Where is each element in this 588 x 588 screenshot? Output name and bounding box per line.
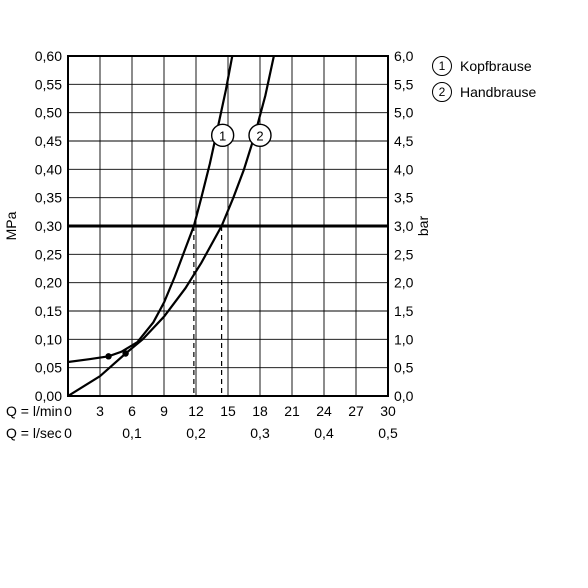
svg-text:0,00: 0,00 [35, 388, 62, 404]
legend-label-2: Handbrause [460, 84, 536, 100]
svg-text:6: 6 [128, 403, 136, 419]
svg-text:15: 15 [220, 403, 236, 419]
svg-text:0,0: 0,0 [394, 388, 414, 404]
svg-text:0,4: 0,4 [314, 425, 334, 441]
legend-item-1: 1 Kopfbrause [432, 56, 536, 76]
legend-item-2: 2 Handbrause [432, 82, 536, 102]
legend: 1 Kopfbrause 2 Handbrause [432, 56, 536, 108]
svg-text:0,60: 0,60 [35, 48, 62, 64]
svg-text:0,25: 0,25 [35, 246, 62, 262]
svg-text:0,45: 0,45 [35, 133, 62, 149]
svg-text:2,0: 2,0 [394, 275, 414, 291]
svg-text:0,50: 0,50 [35, 105, 62, 121]
svg-text:Q = l/min: Q = l/min [6, 403, 62, 419]
svg-text:0,15: 0,15 [35, 303, 62, 319]
svg-text:Q = l/sec: Q = l/sec [6, 425, 62, 441]
svg-text:27: 27 [348, 403, 364, 419]
svg-text:5,0: 5,0 [394, 105, 414, 121]
svg-text:9: 9 [160, 403, 168, 419]
legend-marker-2: 2 [432, 82, 452, 102]
svg-text:0,40: 0,40 [35, 161, 62, 177]
svg-text:12: 12 [188, 403, 204, 419]
svg-text:0,5: 0,5 [378, 425, 398, 441]
svg-text:4,5: 4,5 [394, 133, 414, 149]
svg-text:3,0: 3,0 [394, 218, 414, 234]
svg-text:21: 21 [284, 403, 300, 419]
svg-text:0,55: 0,55 [35, 76, 62, 92]
svg-text:6,0: 6,0 [394, 48, 414, 64]
svg-text:0,1: 0,1 [122, 425, 142, 441]
svg-text:3,5: 3,5 [394, 190, 414, 206]
legend-marker-1: 1 [432, 56, 452, 76]
svg-text:3: 3 [96, 403, 104, 419]
svg-text:1,5: 1,5 [394, 303, 414, 319]
svg-text:2: 2 [256, 128, 263, 143]
svg-text:18: 18 [252, 403, 268, 419]
svg-text:MPa: MPa [3, 211, 19, 240]
svg-text:1,0: 1,0 [394, 331, 414, 347]
svg-text:0: 0 [64, 403, 72, 419]
svg-text:5,5: 5,5 [394, 76, 414, 92]
svg-text:0,20: 0,20 [35, 275, 62, 291]
svg-text:0,35: 0,35 [35, 190, 62, 206]
svg-text:0,3: 0,3 [250, 425, 270, 441]
svg-text:bar: bar [415, 216, 431, 237]
chart-container: 0,000,050,100,150,200,250,300,350,400,45… [0, 0, 588, 588]
svg-text:0,05: 0,05 [35, 360, 62, 376]
legend-label-1: Kopfbrause [460, 58, 532, 74]
svg-text:2,5: 2,5 [394, 246, 414, 262]
svg-text:1: 1 [219, 128, 226, 143]
svg-text:24: 24 [316, 403, 332, 419]
svg-text:0,5: 0,5 [394, 360, 414, 376]
svg-text:4,0: 4,0 [394, 161, 414, 177]
svg-text:30: 30 [380, 403, 396, 419]
svg-text:0: 0 [64, 425, 72, 441]
svg-text:0,2: 0,2 [186, 425, 206, 441]
svg-text:0,10: 0,10 [35, 331, 62, 347]
svg-text:0,30: 0,30 [35, 218, 62, 234]
